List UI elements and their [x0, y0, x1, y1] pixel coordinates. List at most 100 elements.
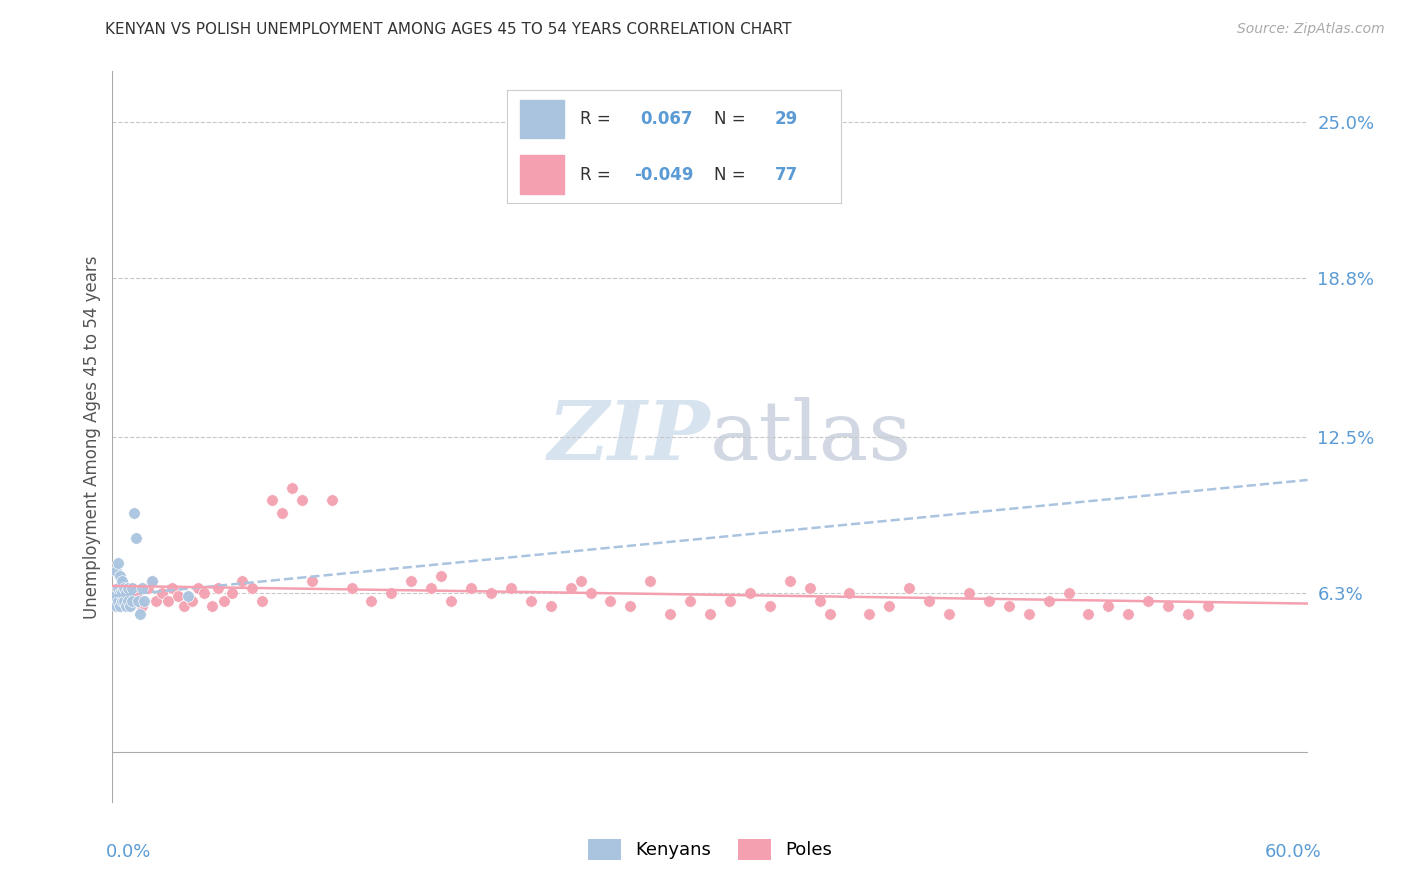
- Point: [145, 594, 167, 608]
- Point: [540, 599, 562, 613]
- Point: [1137, 594, 1160, 608]
- Point: [879, 599, 901, 613]
- Point: [460, 582, 482, 596]
- Point: [1157, 599, 1180, 613]
- Point: [380, 586, 402, 600]
- Point: [117, 594, 139, 608]
- Point: [231, 574, 253, 588]
- Point: [125, 531, 148, 545]
- Point: [998, 599, 1021, 613]
- Point: [111, 586, 134, 600]
- Point: [479, 586, 502, 600]
- Point: [127, 594, 149, 608]
- Point: [138, 582, 160, 596]
- Point: [699, 607, 721, 621]
- Text: KENYAN VS POLISH UNEMPLOYMENT AMONG AGES 45 TO 54 YEARS CORRELATION CHART: KENYAN VS POLISH UNEMPLOYMENT AMONG AGES…: [105, 22, 792, 37]
- Point: [340, 582, 363, 596]
- Point: [111, 586, 134, 600]
- Point: [240, 582, 263, 596]
- Point: [201, 599, 224, 613]
- Point: [107, 594, 129, 608]
- Point: [838, 586, 860, 600]
- Point: [808, 594, 831, 608]
- Point: [105, 599, 128, 613]
- Point: [110, 569, 132, 583]
- Point: [207, 582, 229, 596]
- Point: [114, 594, 135, 608]
- Point: [193, 586, 215, 600]
- Text: 0.0%: 0.0%: [105, 843, 150, 861]
- Point: [1018, 607, 1040, 621]
- Point: [121, 582, 143, 596]
- Point: [115, 586, 138, 600]
- Point: [1097, 599, 1119, 613]
- Point: [759, 599, 782, 613]
- Point: [131, 582, 153, 596]
- Point: [977, 594, 1000, 608]
- Point: [177, 589, 200, 603]
- Point: [134, 594, 156, 608]
- Point: [103, 589, 125, 603]
- Text: Source: ZipAtlas.com: Source: ZipAtlas.com: [1237, 22, 1385, 37]
- Point: [579, 586, 602, 600]
- Point: [360, 594, 382, 608]
- Point: [321, 493, 343, 508]
- Point: [1177, 607, 1199, 621]
- Point: [430, 569, 453, 583]
- Point: [898, 582, 921, 596]
- Point: [117, 594, 139, 608]
- Point: [124, 506, 146, 520]
- Point: [114, 582, 135, 596]
- Point: [520, 594, 543, 608]
- Point: [301, 574, 323, 588]
- Point: [281, 481, 304, 495]
- Point: [420, 582, 443, 596]
- Point: [129, 607, 152, 621]
- Point: [291, 493, 314, 508]
- Y-axis label: Unemployment Among Ages 45 to 54 years: Unemployment Among Ages 45 to 54 years: [83, 255, 101, 619]
- Point: [121, 594, 143, 608]
- Point: [659, 607, 682, 621]
- Point: [150, 586, 173, 600]
- Point: [569, 574, 592, 588]
- Point: [115, 599, 138, 613]
- Text: 60.0%: 60.0%: [1265, 843, 1322, 861]
- Point: [401, 574, 423, 588]
- Point: [250, 594, 273, 608]
- Point: [117, 582, 139, 596]
- Point: [212, 594, 235, 608]
- Point: [560, 582, 582, 596]
- Point: [162, 582, 183, 596]
- Point: [125, 589, 148, 603]
- Legend: Kenyans, Poles: Kenyans, Poles: [581, 831, 839, 867]
- Point: [167, 589, 190, 603]
- Point: [121, 582, 143, 596]
- Point: [679, 594, 702, 608]
- Point: [260, 493, 283, 508]
- Point: [918, 594, 941, 608]
- Point: [440, 594, 463, 608]
- Point: [599, 594, 621, 608]
- Point: [858, 607, 880, 621]
- Text: ZIP: ZIP: [547, 397, 710, 477]
- Point: [105, 564, 128, 578]
- Point: [110, 586, 132, 600]
- Point: [110, 599, 132, 613]
- Point: [938, 607, 960, 621]
- Point: [111, 594, 134, 608]
- Point: [619, 599, 641, 613]
- Point: [107, 582, 129, 596]
- Point: [157, 594, 180, 608]
- Point: [141, 574, 163, 588]
- Point: [540, 153, 562, 167]
- Point: [1197, 599, 1219, 613]
- Point: [181, 594, 204, 608]
- Point: [1118, 607, 1140, 621]
- Point: [120, 599, 142, 613]
- Point: [141, 574, 163, 588]
- Point: [1077, 607, 1099, 621]
- Point: [818, 607, 841, 621]
- Point: [738, 586, 761, 600]
- Point: [799, 582, 821, 596]
- Point: [1057, 586, 1080, 600]
